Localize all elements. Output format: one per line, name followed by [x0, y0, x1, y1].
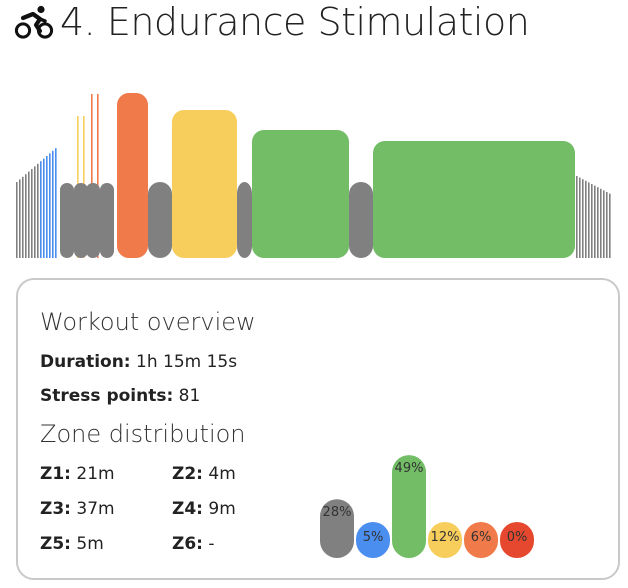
- profile-warmup-line: [46, 156, 48, 258]
- zone-distribution-svg: 28% 5% 49% 12% 6% 0%: [320, 455, 534, 558]
- profile-warmup-line: [34, 166, 36, 258]
- zone-z2: Z2: 4m: [172, 464, 236, 484]
- profile-spike: [91, 94, 93, 258]
- zone-distribution-title: Zone distribution: [40, 420, 246, 448]
- stress-points-value: 81: [178, 386, 201, 406]
- profile-cooldown-line: [576, 176, 578, 258]
- zone-label: Z6:: [172, 534, 203, 554]
- zone-value: 21m: [76, 464, 115, 484]
- profile-recovery-block: [86, 183, 100, 258]
- profile-cooldown-line: [603, 190, 605, 258]
- profile-interval-block: [252, 130, 349, 258]
- profile-cooldown-line: [579, 177, 581, 258]
- zone-bar-label-z2: 5%: [363, 530, 384, 545]
- workout-overview-card: Workout overview Duration: 1h 15m 15s St…: [16, 278, 620, 580]
- zone-bar-z6: [500, 522, 534, 558]
- zone-bar-z5: [464, 522, 498, 558]
- zone-label: Z4:: [172, 499, 203, 519]
- stress-points-label: Stress points:: [40, 386, 174, 406]
- profile-recovery-block: [60, 183, 74, 258]
- zone-bar-label-z5: 6%: [471, 530, 492, 545]
- zone-value: -: [208, 534, 215, 554]
- profile-warmup-line: [25, 174, 27, 258]
- zone-z4: Z4: 9m: [172, 499, 236, 519]
- zone-z1: Z1: 21m: [40, 464, 115, 484]
- profile-warmup-line: [43, 158, 45, 258]
- profile-cooldown-line: [585, 180, 587, 258]
- profile-interval-block: [349, 182, 373, 258]
- profile-warmup-line: [52, 150, 54, 258]
- zone-bar-label-z6: 0%: [507, 530, 528, 545]
- zone-value: 5m: [76, 534, 104, 554]
- profile-interval-block: [148, 182, 172, 258]
- profile-interval-block: [172, 110, 237, 258]
- zone-label: Z5:: [40, 534, 71, 554]
- profile-interval-block: [373, 141, 575, 258]
- profile-warmup-line: [16, 182, 18, 258]
- profile-warmup-line: [37, 163, 39, 258]
- zone-label: Z1:: [40, 464, 71, 484]
- zone-bar-label-z1: 28%: [323, 505, 352, 520]
- profile-cooldown-line: [597, 187, 599, 258]
- profile-interval-block: [237, 182, 252, 258]
- zone-z3: Z3: 37m: [40, 499, 115, 519]
- profile-recovery-block: [74, 183, 88, 258]
- profile-warmup-line: [22, 176, 24, 258]
- profile-recovery-block: [100, 183, 114, 258]
- workout-header: 4. Endurance Stimulation: [14, 0, 530, 44]
- zone-bar-label-z4: 12%: [431, 530, 460, 545]
- profile-cooldown-line: [582, 179, 584, 258]
- zone-bar-z4: [428, 522, 462, 558]
- profile-cooldown-line: [594, 185, 596, 258]
- cyclist-icon: [14, 5, 54, 39]
- zone-value: 4m: [208, 464, 236, 484]
- duration-value: 1h 15m 15s: [136, 352, 238, 372]
- profile-cooldown-line: [600, 188, 602, 258]
- profile-warmup-line: [49, 153, 51, 258]
- profile-warmup-line: [31, 169, 33, 258]
- profile-cooldown-line: [606, 192, 608, 258]
- zone-bar-z2: [356, 522, 390, 558]
- duration-label: Duration:: [40, 352, 131, 372]
- overview-title: Workout overview: [40, 308, 256, 336]
- zone-bar-z1: [320, 499, 354, 558]
- profile-spike: [97, 94, 99, 258]
- profile-warmup-line: [28, 171, 30, 258]
- zone-label: Z3:: [40, 499, 71, 519]
- zone-value: 37m: [76, 499, 115, 519]
- zone-z6: Z6: -: [172, 534, 215, 554]
- profile-warmup-line: [55, 148, 57, 258]
- page-title: 4. Endurance Stimulation: [60, 0, 530, 44]
- duration-stat: Duration: 1h 15m 15s: [40, 352, 237, 372]
- profile-cooldown-line: [609, 193, 611, 258]
- zone-bar-z3: [392, 455, 426, 558]
- zone-distribution-chart: 28% 5% 49% 12% 6% 0%: [314, 440, 554, 562]
- zone-z5: Z5: 5m: [40, 534, 104, 554]
- profile-warmup-line: [40, 161, 42, 258]
- zone-value: 9m: [208, 499, 236, 519]
- workout-profile-chart: [0, 80, 628, 262]
- zone-label: Z2:: [172, 464, 203, 484]
- profile-cooldown-line: [588, 182, 590, 258]
- zone-bar-label-z3: 49%: [395, 461, 424, 476]
- profile-interval-block: [117, 93, 148, 258]
- stress-points-stat: Stress points: 81: [40, 386, 200, 406]
- profile-warmup-line: [19, 179, 21, 258]
- workout-profile-svg: [16, 93, 611, 258]
- profile-cooldown-line: [591, 184, 593, 258]
